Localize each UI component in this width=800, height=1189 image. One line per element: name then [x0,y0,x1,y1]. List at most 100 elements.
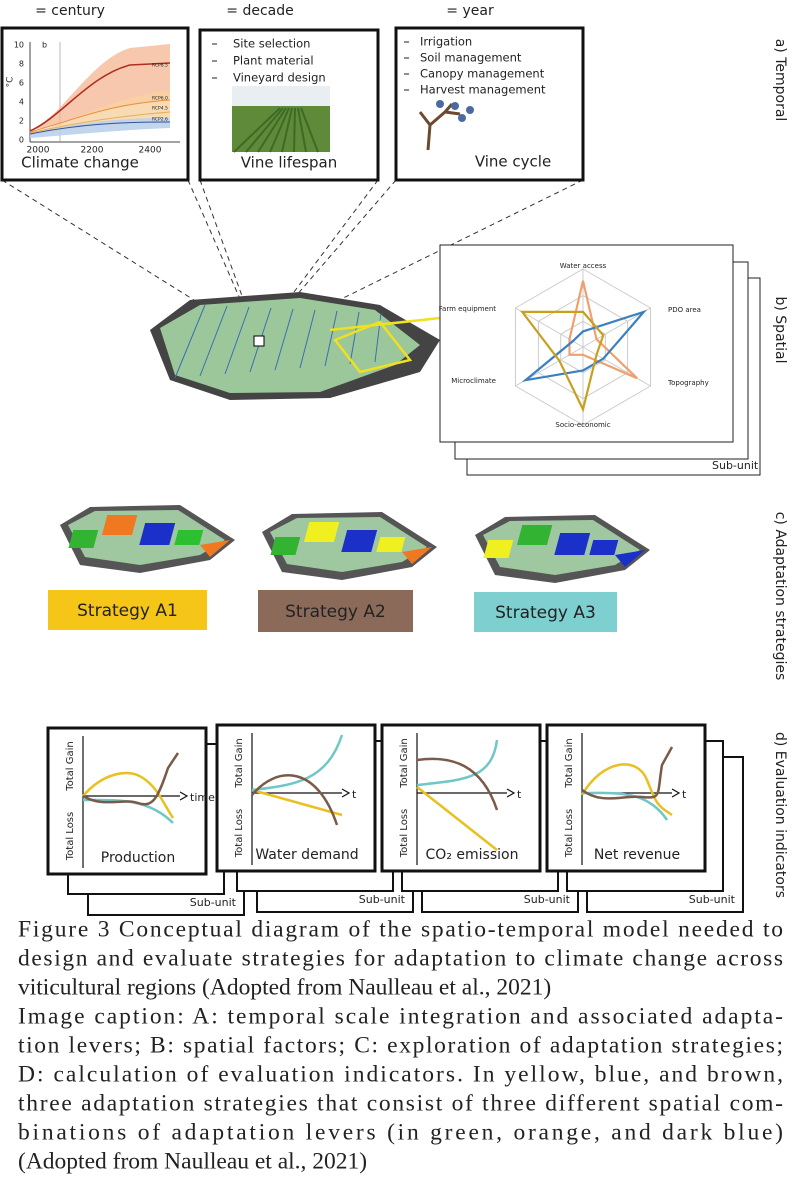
indicator-title: Water demand [255,847,358,863]
section-label: b) Spatial [772,297,788,364]
parcel-line [224,306,250,375]
radar-card [439,244,734,443]
arrow-head [671,788,681,798]
factor-label: Topography [667,379,709,387]
caption-line: (Adopted from Naulleau et al., 2021) [18,1148,367,1174]
factor-label: Socio-economic [555,421,610,429]
scenario-label: RCP8.5 [152,63,168,69]
strategy-box [258,590,413,632]
radar-spoke [582,346,651,387]
tick-label: 2400 [139,146,162,156]
factor-label: Farm equipment [439,305,497,313]
axis-label: Total Loss [234,809,245,858]
map-parcel [402,547,432,564]
radar-spoke [515,307,584,348]
curve [29,62,171,132]
axis-label: Total Loss [65,812,76,861]
arrow-head [506,788,516,798]
trend-curve [416,786,498,851]
strategy-map [60,505,235,573]
panel-title: Climate change [21,154,139,172]
section-label: a) Temporal [772,39,788,122]
vine-row [233,107,281,153]
section-label: d) Evaluation indicators [772,732,788,898]
curve [29,99,171,133]
arrow-head [341,788,351,798]
vine-row [269,107,290,153]
trend-curve [416,739,499,787]
map-parcel [554,533,591,555]
trend-curve [251,734,344,792]
trend-curve [416,757,499,811]
map-parcel [68,530,99,548]
caption-line: Figure 3 Conceptual diagram of the spati… [18,916,783,942]
caption-line: design and evaluate strategies for adapt… [18,945,783,971]
scenario-label: RCP6.0 [152,96,168,102]
axis-label: Total Gain [65,741,76,792]
axis-label: Total Loss [399,809,410,858]
radar-spoke [582,307,651,348]
panel-box [394,26,585,182]
lever-item: Plant material [233,54,314,68]
trend-curve [82,752,180,806]
parcel-line [274,308,294,371]
trend-curve [580,763,673,817]
strategy-box [474,592,617,632]
sub-unit-label: Sub-unit [190,896,237,909]
landscape [160,298,420,393]
map-parcel [139,523,176,545]
map-parcel [174,530,204,545]
grape [458,114,466,122]
panel-title: Vine cycle [475,153,551,171]
photo-sky [232,86,330,108]
trend-curve [251,788,343,817]
parcel-line [324,310,338,367]
radar-profile [519,310,605,413]
scale-label: = decade [226,3,293,19]
axis-label: Total Gain [564,738,575,789]
axis-label: Total Gain [399,738,410,789]
factor-label: Microclimate [451,377,496,385]
caption-line: tion levers; B: spatial factors; C: expl… [18,1032,783,1058]
tick-label: 0 [19,136,24,145]
vine-row [300,107,319,153]
vine-row [297,107,307,153]
tick-label: 2000 [27,146,50,156]
trend-curve [251,774,339,826]
caption-line: three adaptation strategies that consist… [18,1090,783,1116]
lever-item: Vineyard design [233,71,326,85]
axis-label: Total Gain [234,738,245,789]
radar-profile [521,309,648,382]
caption-line: viticultural regions (Adopted from Naull… [18,974,551,1000]
map-parcel [270,537,301,555]
section-label: c) Adaptation strategies [772,512,788,681]
indicator-title: CO₂ emission [426,847,519,863]
vine-row [293,107,296,153]
lever-item: Canopy management [420,67,545,81]
curve [29,121,171,135]
axis-label: °C [6,77,16,88]
strategy-map [475,515,650,583]
map-parcel [341,530,378,552]
trend-curve [581,746,674,800]
map-parcel [200,540,230,557]
tick-label: 6 [19,79,24,88]
panel-title: Vine lifespan [241,154,337,172]
axis-label: Total Loss [564,809,575,858]
radar-profile [568,280,638,380]
strategy-label: Strategy A1 [77,601,178,621]
parcel-line [174,304,206,379]
indicator-panel: t Total Gain Total Loss Water demand [215,723,377,873]
zoom-square [253,335,265,347]
tick-label: 10 [14,41,24,50]
indicator-title: Net revenue [594,847,680,863]
sub-unit-label: Sub-unit [359,893,406,906]
tick-label: 2200 [81,146,104,156]
indicator-box [215,723,377,873]
vine-row [257,107,287,153]
x-axis-label: t [682,788,687,801]
map-parcel [615,550,645,567]
grape [451,102,459,110]
